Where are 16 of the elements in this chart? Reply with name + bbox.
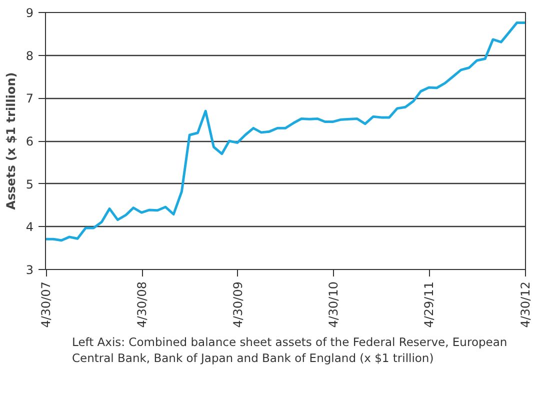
x-tick-label: 4/30/09 bbox=[230, 281, 245, 328]
x-tick-label: 4/30/07 bbox=[39, 281, 54, 328]
y-tick-label: 3 bbox=[26, 263, 34, 277]
line-series bbox=[46, 22, 526, 242]
x-tick-label: 4/30/08 bbox=[135, 281, 150, 328]
y-tick-label: 8 bbox=[26, 48, 34, 63]
y-tick-label: 9 bbox=[26, 6, 34, 20]
y-tick-label: 5 bbox=[26, 177, 34, 192]
text: Left Axis: Combined balance sheet assets of the Federal Reserve, European Central Bank, Bank of Japan and Bank of England (x $1 trillion) bbox=[72, 334, 508, 367]
y-tick-label: 4 bbox=[26, 220, 34, 234]
y-tick-label: 7 bbox=[26, 92, 34, 106]
y-axis-title: Assets (x $1 trillion) bbox=[4, 72, 18, 210]
y-tick-label: 6 bbox=[26, 134, 34, 148]
x-tick-label: 4/29/11 bbox=[422, 281, 436, 328]
x-tick-label: 4/30/10 bbox=[326, 281, 341, 328]
x-tick-label: 4/30/12 bbox=[518, 281, 532, 328]
